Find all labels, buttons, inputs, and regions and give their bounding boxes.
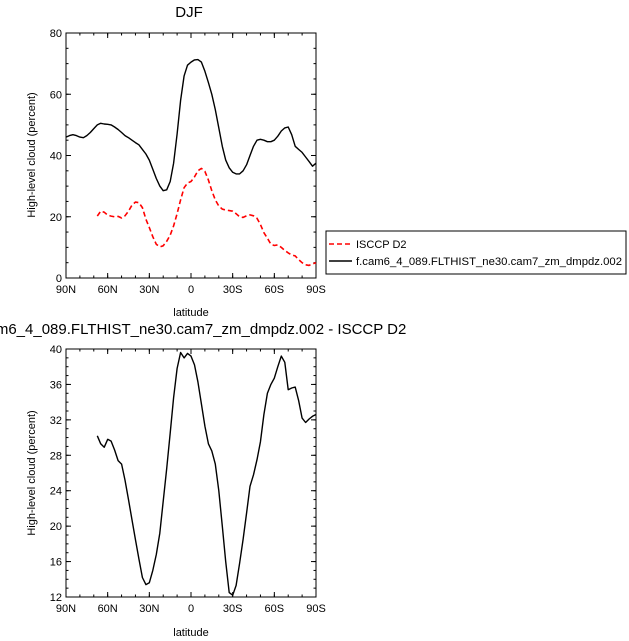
bottom-panel-frame bbox=[65, 348, 317, 598]
top-panel-series bbox=[65, 58, 317, 267]
top-panel-ylabel: High-level cloud (percent) bbox=[26, 92, 38, 217]
bottom-ytick-label: 28 bbox=[50, 450, 62, 462]
top-xtick-label: 90N bbox=[56, 284, 76, 296]
bottom-panel-ylabel: High-level cloud (percent) bbox=[26, 410, 38, 535]
bottom-panel: f.cam6_4_089.FLTHIST_ne30.cam7_zm_dmpdz.… bbox=[0, 321, 406, 639]
bottom-xtick-label: 60N bbox=[98, 603, 118, 615]
bottom-panel-series bbox=[96, 351, 317, 596]
bottom-xtick-label: 90S bbox=[306, 603, 326, 615]
top-xtick-label: 30N bbox=[139, 284, 159, 296]
top-ytick-label: 0 bbox=[56, 273, 62, 285]
top-xtick-label: 60N bbox=[98, 284, 118, 296]
bottom-ytick-label: 32 bbox=[50, 415, 62, 427]
bottom-xtick-label: 30S bbox=[223, 603, 243, 615]
bottom-panel-xlabel: latitude bbox=[173, 627, 208, 639]
bottom-ytick-label: 36 bbox=[50, 379, 62, 391]
top-series-line-0 bbox=[96, 167, 317, 267]
bottom-ytick-label: 24 bbox=[50, 486, 62, 498]
top-xtick-label: 90S bbox=[306, 284, 326, 296]
top-xtick-label: 30S bbox=[223, 284, 243, 296]
bottom-xtick-label: 30N bbox=[139, 603, 159, 615]
bottom-xtick-label: 0 bbox=[188, 603, 194, 615]
top-panel-xlabel: latitude bbox=[173, 307, 208, 319]
bottom-ytick-label: 16 bbox=[50, 557, 62, 569]
top-series-line-1 bbox=[65, 58, 317, 192]
legend-box bbox=[325, 230, 627, 275]
top-ytick-label: 60 bbox=[50, 89, 62, 101]
legend: ISCCP D2 f.cam6_4_089.FLTHIST_ne30.cam7_… bbox=[325, 230, 627, 275]
top-panel-ticks bbox=[65, 32, 317, 279]
top-panel-title: DJF bbox=[175, 4, 203, 21]
bottom-panel-ticks bbox=[65, 348, 317, 598]
legend-label-isccp: ISCCP D2 bbox=[356, 239, 407, 251]
top-xtick-label: 0 bbox=[188, 284, 194, 296]
bottom-series-line-0 bbox=[96, 351, 317, 596]
top-ytick-label: 40 bbox=[50, 151, 62, 163]
legend-label-model: f.cam6_4_089.FLTHIST_ne30.cam7_zm_dmpdz.… bbox=[356, 256, 622, 268]
bottom-ytick-label: 20 bbox=[50, 521, 62, 533]
top-ytick-label: 80 bbox=[50, 28, 62, 40]
top-panel-tick-labels: 90N 60N 30N 0 30S 60S 90S 0 20 40 60 80 bbox=[50, 28, 326, 296]
bottom-ytick-label: 12 bbox=[50, 592, 62, 604]
bottom-ytick-label: 40 bbox=[50, 344, 62, 356]
bottom-xtick-label: 90N bbox=[56, 603, 76, 615]
top-ytick-label: 20 bbox=[50, 212, 62, 224]
bottom-panel-title: f.cam6_4_089.FLTHIST_ne30.cam7_zm_dmpdz.… bbox=[0, 321, 406, 338]
top-xtick-label: 60S bbox=[265, 284, 285, 296]
bottom-xtick-label: 60S bbox=[265, 603, 285, 615]
top-panel-frame bbox=[65, 32, 317, 279]
top-panel: DJF 90N 60N 30N 0 30S 60S 90S 0 20 40 60 80 latitud… bbox=[26, 4, 326, 319]
bottom-panel-tick-labels: 90N 60N 30N 0 30S 60S 90S 12 16 20 24 28 32 36 40 bbox=[50, 344, 326, 615]
